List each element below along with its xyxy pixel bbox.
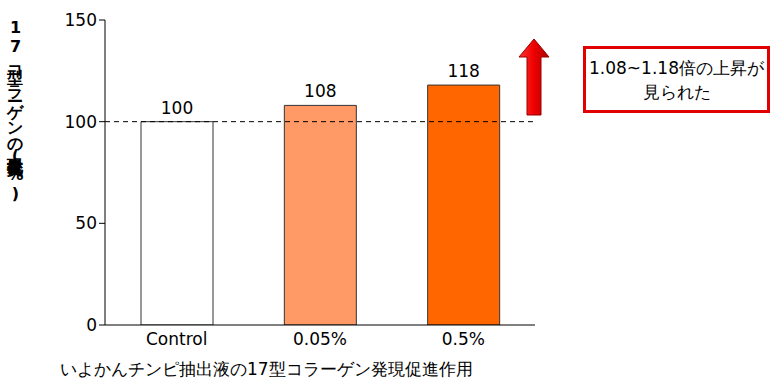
- html-text:いよかんチンピ抽出液の17型コラーゲン発現促進作用: いよかんチンピ抽出液の17型コラーゲン発現促進作用: [60, 359, 473, 379]
- svg-text:118: 118: [447, 61, 479, 81]
- svg-text:0.05%: 0.05%: [293, 329, 347, 349]
- svg-text:50: 50: [75, 213, 97, 233]
- html-text:17型コラーゲンの発現量変化(%): 17型コラーゲンの発現量変化(%): [6, 18, 25, 203]
- svg-text:100: 100: [65, 112, 97, 132]
- svg-text:0.5%: 0.5%: [442, 329, 485, 349]
- svg-text:150: 150: [65, 10, 97, 30]
- svg-text:Control: Control: [146, 329, 207, 349]
- svg-text:100: 100: [161, 98, 193, 118]
- html-text:1.08~1.18倍の上昇が見られた: 1.08~1.18倍の上昇が見られた: [589, 57, 764, 102]
- svg-text:108: 108: [304, 81, 336, 101]
- svg-text:0: 0: [86, 315, 97, 335]
